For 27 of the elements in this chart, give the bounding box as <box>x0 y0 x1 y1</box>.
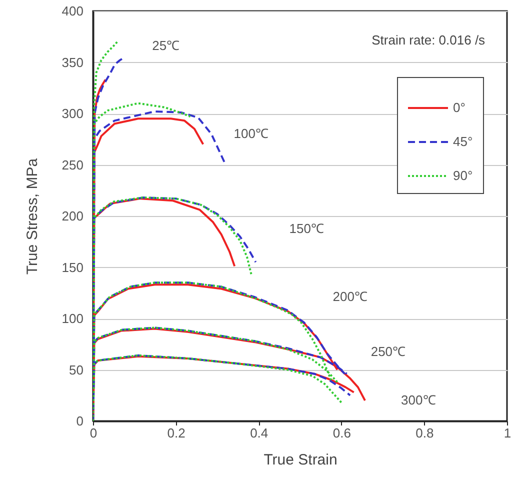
annotation: 150℃ <box>289 221 324 236</box>
y-tick-label: 50 <box>69 362 84 378</box>
x-tick-label: 0.4 <box>250 426 268 440</box>
x-tick-label: 0 <box>90 426 98 440</box>
annotation: 100℃ <box>234 126 268 141</box>
y-tick-label: 350 <box>62 54 84 70</box>
x-tick-label: 1 <box>504 426 512 440</box>
x-tick-label: 0.8 <box>416 426 434 440</box>
y-tick-label: 400 <box>62 4 84 18</box>
y-tick-label: 300 <box>62 106 84 121</box>
x-axis-title: True Strain <box>264 452 338 468</box>
y-tick-label: 200 <box>62 208 84 224</box>
y-tick-label: 150 <box>62 260 84 275</box>
legend-label: 0° <box>453 100 466 115</box>
y-tick-label: 250 <box>62 157 84 172</box>
legend-label: 90° <box>453 168 473 183</box>
legend-label: 45° <box>453 134 473 149</box>
y-tick-label: 100 <box>62 311 84 326</box>
annotation: Strain rate: 0.016 /s <box>372 32 486 48</box>
annotation: 25℃ <box>152 38 180 53</box>
y-tick-label: 0 <box>76 414 84 428</box>
annotation: 300℃ <box>401 392 436 408</box>
y-axis-title: True Stress, MPa <box>24 158 41 275</box>
x-tick-label: 0.6 <box>332 426 351 440</box>
x-tick-label: 0.2 <box>167 426 186 440</box>
annotation: 200℃ <box>332 289 368 304</box>
annotation: 250℃ <box>370 344 406 360</box>
